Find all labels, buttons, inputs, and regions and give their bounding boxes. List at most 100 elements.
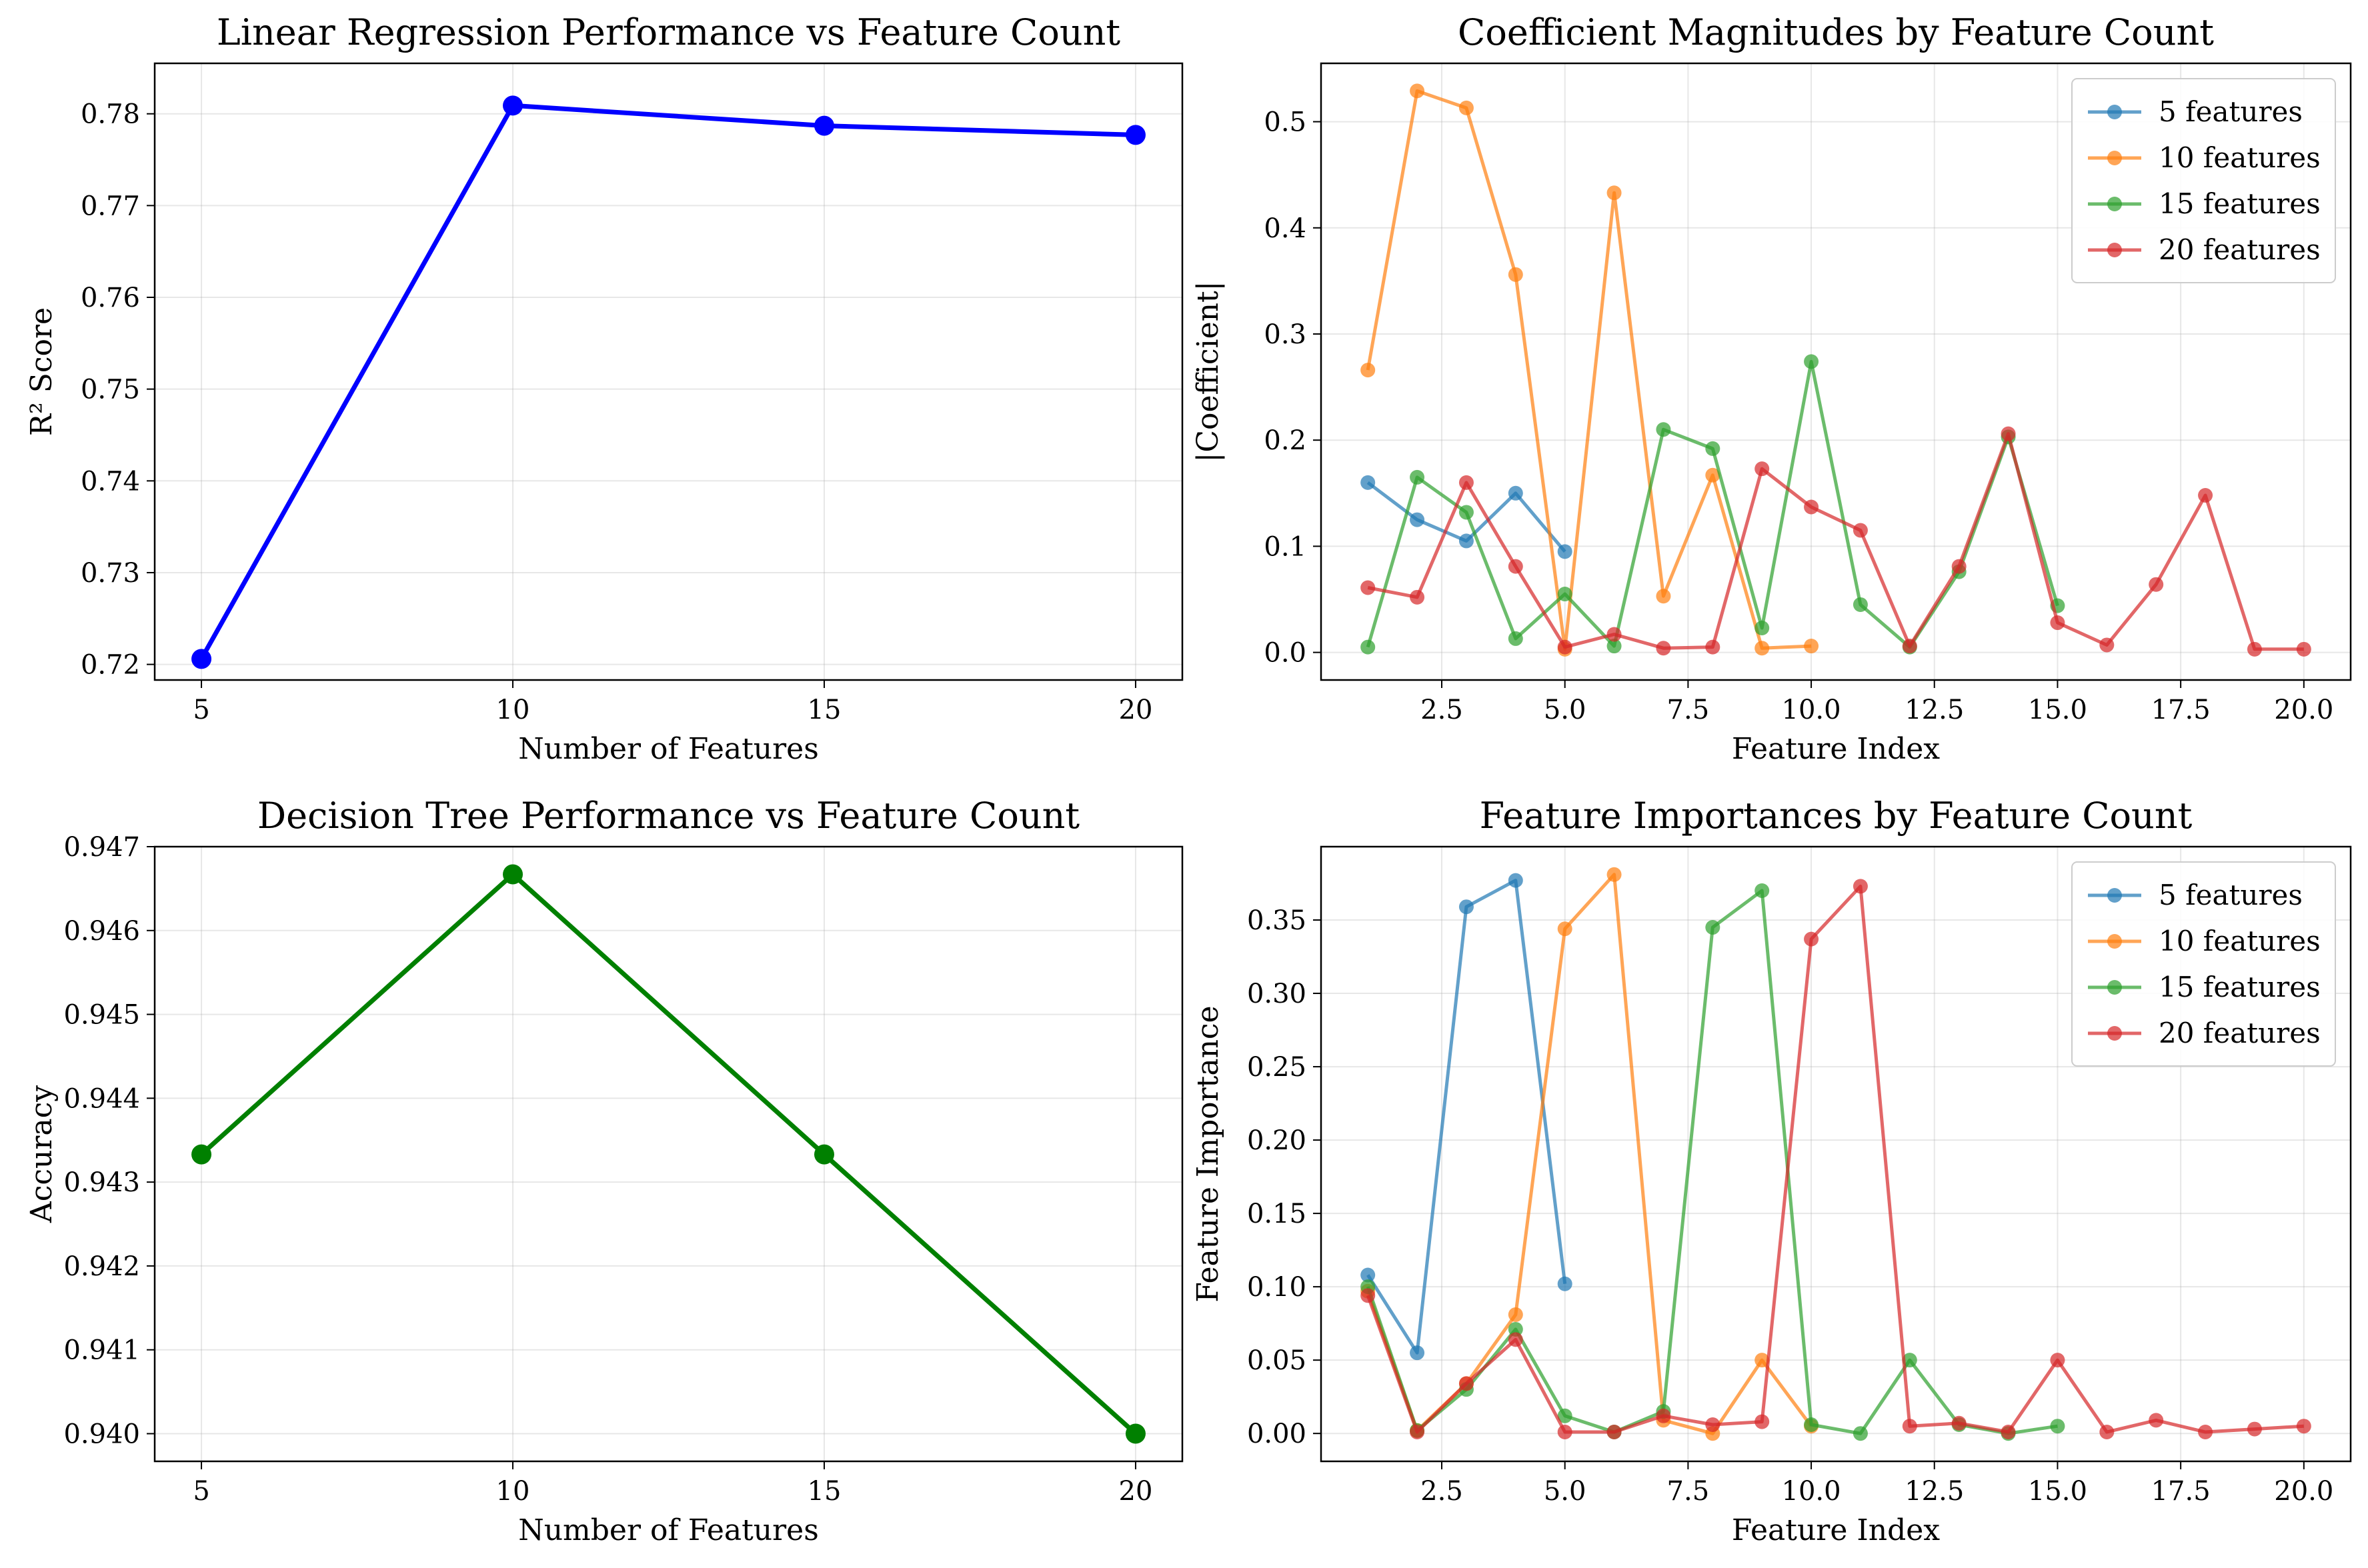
data-point — [1458, 899, 1474, 915]
legend-label: 5 features — [2159, 95, 2303, 128]
legend-label: 15 features — [2159, 971, 2321, 1003]
x-tick-label: 5 — [193, 1476, 209, 1507]
legend-label: 20 features — [2159, 1017, 2321, 1049]
x-tick-label: 10.0 — [1782, 1476, 1841, 1507]
data-point — [1508, 873, 1523, 888]
data-point — [1410, 1345, 1425, 1361]
data-point — [191, 649, 212, 669]
data-point — [1754, 461, 1770, 477]
legend-marker — [2107, 197, 2122, 211]
series-line-4 — [1366, 884, 2304, 1434]
x-tick-label: 5.0 — [1544, 695, 1586, 725]
y-tick-label: 0.75 — [81, 375, 140, 405]
series-line-4 — [1367, 432, 2304, 651]
data-point — [1705, 467, 1720, 483]
x-axis-label: Feature Index — [1732, 732, 1940, 766]
x-tick-label: 20.0 — [2274, 1476, 2333, 1507]
chart-panel-2: 2.5 5.0 7.5 10.0 12.5 15.0 17.5 20.0 0.0 0.1 0.2 0.… — [1191, 11, 2352, 766]
data-point — [1951, 559, 1967, 574]
data-point — [1458, 475, 1474, 490]
chart-panel-1: 5 10 15 20 0.72 0.73 0.74 0.75 0.76 0.77 0.78 Linea… — [25, 11, 1184, 766]
plot-area — [1360, 83, 2311, 657]
data-point — [2001, 426, 2016, 441]
data-point — [1804, 639, 1819, 654]
data-point — [1508, 267, 1523, 282]
x-axis-label: Number of Features — [518, 732, 819, 766]
data-point — [1557, 639, 1572, 655]
data-point — [1656, 589, 1671, 604]
data-point — [1410, 589, 1425, 605]
x-tick-label: 2.5 — [1420, 695, 1463, 725]
data-point — [1458, 505, 1474, 520]
legend: 5 features 10 features 15 features 20 featu… — [2071, 78, 2336, 283]
x-tick-label: 15 — [808, 1476, 842, 1507]
data-point — [2050, 1353, 2065, 1368]
legend-marker — [2107, 980, 2122, 995]
data-point — [1606, 867, 1622, 882]
data-point — [1508, 1321, 1523, 1337]
legend-frame — [2071, 861, 2336, 1067]
data-point — [1410, 1424, 1425, 1439]
y-tick-label: 0.4 — [1264, 213, 1306, 244]
data-point — [1458, 533, 1474, 549]
x-tick-label: 5 — [193, 695, 209, 725]
x-tick-label: 2.5 — [1420, 1476, 1463, 1507]
chart-panel-3: 5 10 15 20 0.940 0.941 0.942 0.943 0.944 0.945 0.9… — [25, 795, 1184, 1547]
y-tick-label: 0.947 — [63, 832, 140, 863]
data-point — [1606, 639, 1622, 654]
plot-area — [191, 95, 1146, 669]
data-point — [1606, 185, 1622, 201]
x-tick-label: 15.0 — [2028, 1476, 2087, 1507]
data-point — [1754, 1353, 1770, 1368]
chart-panel-4: 2.5 5.0 7.5 10.0 12.5 15.0 17.5 20.0 0.00 0.05 0.1… — [1191, 795, 2352, 1547]
data-point — [2247, 641, 2262, 657]
data-point — [1458, 1376, 1474, 1391]
legend: 5 features 10 features 15 features 20 featu… — [2071, 861, 2336, 1067]
x-tick-label: 10 — [496, 1476, 530, 1507]
data-point — [1705, 1417, 1720, 1432]
data-point — [1458, 100, 1474, 115]
y-axis-label: Feature Importance — [1191, 1005, 1225, 1302]
data-point — [1557, 587, 1572, 602]
data-point — [2050, 1419, 2065, 1434]
y-axis-label: Accuracy — [25, 1085, 59, 1223]
y-axis-label: |Coefficient| — [1191, 281, 1225, 463]
chart-title: Coefficient Magnitudes by Feature Count — [1458, 11, 2214, 53]
legend-label: 5 features — [2159, 879, 2303, 911]
data-point — [1705, 639, 1720, 655]
plot-area — [191, 864, 1146, 1444]
data-point — [1410, 83, 1425, 99]
axes-frame — [1320, 845, 2352, 1463]
y-tick-label: 0.30 — [1247, 979, 1306, 1009]
y-tick-label: 0.25 — [1247, 1052, 1306, 1083]
data-point — [1804, 499, 1819, 515]
legend-marker — [2107, 934, 2122, 949]
data-point — [1853, 1426, 1868, 1441]
y-tick-label: 0.72 — [81, 650, 140, 681]
data-point — [1902, 1419, 1917, 1434]
legend-marker — [2107, 1026, 2122, 1041]
legend-marker — [2107, 151, 2122, 165]
data-point — [1410, 512, 1425, 527]
x-tick-label: 15.0 — [2028, 695, 2087, 725]
data-point — [1804, 354, 1819, 369]
legend-label: 15 features — [2159, 187, 2321, 220]
axes-frame — [153, 845, 1184, 1463]
data-point — [1951, 1415, 1967, 1431]
data-point — [1754, 1414, 1770, 1429]
legend-marker — [2107, 243, 2122, 257]
x-tick-label: 20 — [1119, 695, 1153, 725]
x-tick-label: 17.5 — [2151, 695, 2211, 725]
data-point — [1508, 631, 1523, 646]
data-point — [1508, 1332, 1523, 1347]
y-tick-label: 0.1 — [1264, 531, 1306, 562]
data-point — [503, 864, 523, 885]
series-line-1 — [199, 103, 1136, 661]
data-point — [503, 95, 523, 116]
data-point — [814, 115, 834, 136]
y-tick-label: 0.0 — [1264, 638, 1306, 669]
series-line-1 — [199, 872, 1138, 1436]
data-point — [191, 1144, 212, 1165]
data-point — [2198, 1424, 2213, 1439]
data-point — [1606, 1424, 1622, 1439]
